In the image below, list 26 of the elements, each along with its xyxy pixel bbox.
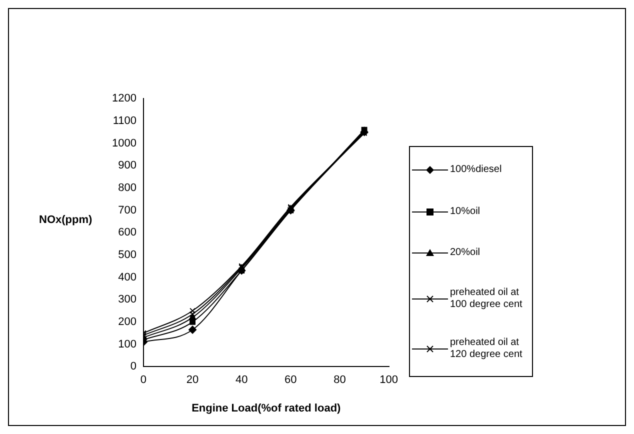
legend-label: preheated oil at 120 degree cent (450, 337, 524, 362)
y-tick-label: 900 (118, 160, 136, 172)
x-tick-label: 60 (284, 374, 297, 386)
x-tick-label: 100 (380, 374, 398, 386)
legend-label: 10%oil (450, 206, 480, 218)
legend-label: preheated oil at 100 degree cent (450, 287, 524, 312)
y-tick-label: 0 (130, 360, 136, 373)
x-tick-label: 40 (235, 374, 248, 386)
x-tick-label: 80 (334, 374, 346, 386)
y-tick-label: 1200 (112, 92, 136, 105)
y-axis-title: NOx(ppm) (39, 214, 92, 226)
y-tick-label: 200 (118, 316, 136, 328)
y-tick-label: 1000 (112, 137, 136, 150)
y-tick-label: 600 (118, 226, 136, 239)
y-tick-label: 300 (118, 294, 136, 306)
x-tick-label: 0 (140, 374, 147, 386)
legend-label: 100%diesel (450, 164, 502, 176)
y-tick-label: 700 (118, 204, 136, 216)
y-tick-label: 100 (118, 338, 136, 350)
legend-label: 20%oil (450, 247, 480, 260)
y-tick-label: 500 (118, 248, 136, 261)
y-tick-label: 400 (118, 271, 136, 284)
x-tick-label: 20 (186, 374, 199, 386)
y-tick-label: 800 (118, 182, 136, 194)
y-tick-label: 1100 (112, 114, 136, 127)
x-axis-title: Engine Load(%of rated load) (192, 402, 342, 414)
